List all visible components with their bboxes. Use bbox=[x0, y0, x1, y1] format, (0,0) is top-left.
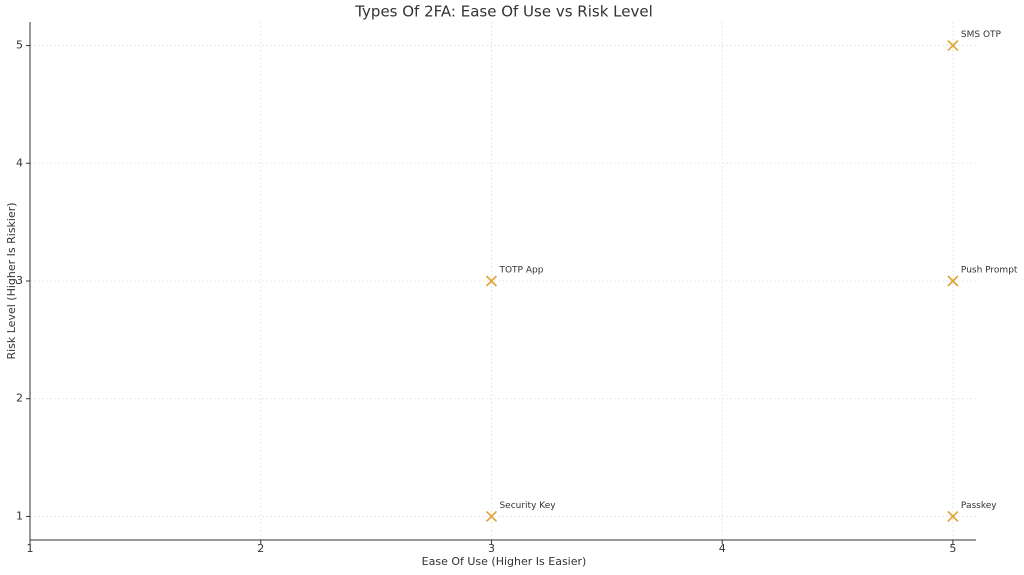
y-tick-label: 5 bbox=[16, 39, 23, 52]
point bbox=[485, 275, 498, 287]
y-tick-label: 4 bbox=[16, 156, 23, 169]
point bbox=[947, 39, 959, 52]
x-tick-label: 2 bbox=[257, 542, 264, 555]
x-tick-label: 1 bbox=[27, 542, 34, 555]
data-label: Security Key bbox=[499, 501, 556, 511]
x-tick-label: 3 bbox=[488, 542, 495, 555]
point bbox=[947, 510, 959, 523]
point bbox=[947, 275, 959, 287]
y-tick-label: 1 bbox=[16, 509, 23, 522]
data-label: SMS OTP bbox=[961, 30, 1002, 40]
x-tick-label: 4 bbox=[719, 542, 726, 555]
y-tick-label: 3 bbox=[16, 274, 23, 287]
data-label: TOTP App bbox=[498, 266, 543, 276]
y-tick-label: 2 bbox=[16, 392, 23, 405]
chart-title: Types Of 2FA: Ease Of Use vs Risk Level bbox=[354, 3, 653, 21]
data-label: Push Prompt bbox=[961, 266, 1018, 276]
x-tick-label: 5 bbox=[949, 542, 956, 555]
point bbox=[485, 510, 498, 523]
x-axis-label: Ease Of Use (Higher Is Easier) bbox=[422, 555, 587, 568]
data-label: Passkey bbox=[961, 501, 997, 511]
y-axis-label: Risk Level (Higher Is Riskier) bbox=[5, 202, 18, 359]
